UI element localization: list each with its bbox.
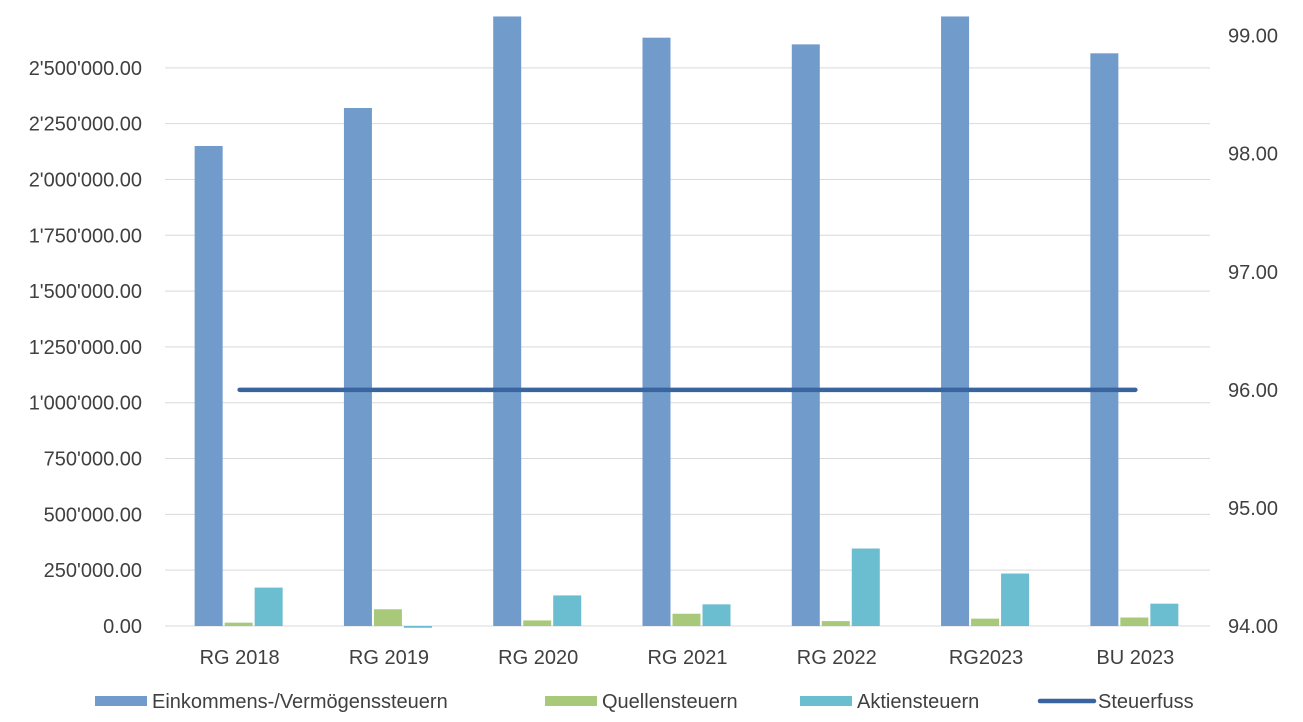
bar-0-0 [194, 145, 223, 627]
bar-0-6 [1090, 53, 1119, 626]
y-tick-label: 250'000.00 [44, 560, 142, 582]
bar-2-2 [553, 595, 582, 626]
y-tick-label: 750'000.00 [44, 449, 142, 471]
bar-2-0 [254, 587, 283, 626]
legend-label: Steuerfuss [1098, 691, 1194, 713]
y-tick-label: 1'250'000.00 [29, 337, 142, 359]
bar-2-4 [851, 548, 880, 626]
x-tick-label: RG 2019 [349, 647, 429, 669]
y-tick-label: 2'250'000.00 [29, 114, 142, 136]
bar-2-3 [702, 604, 731, 626]
y2-tick-label: 95.00 [1228, 498, 1278, 520]
legend-swatch [95, 696, 147, 706]
y-tick-label: 0.00 [103, 616, 142, 638]
x-tick-label: RG 2022 [797, 647, 877, 669]
bar-0-5 [941, 16, 970, 626]
x-tick-label: BU 2023 [1096, 647, 1174, 669]
bar-1-0 [224, 622, 253, 626]
bar-0-3 [642, 37, 671, 626]
y2-tick-label: 99.00 [1228, 26, 1278, 48]
legend-label: Aktiensteuern [857, 691, 979, 713]
x-tick-label: RG 2021 [647, 647, 727, 669]
gridlines [165, 67, 1210, 627]
legend-swatch [545, 696, 597, 706]
y-axis-right-ticks: 94.00 95.00 96.00 97.00 98.00 99.00 [1228, 26, 1278, 638]
x-tick-label: RG2023 [949, 647, 1024, 669]
y2-tick-label: 97.00 [1228, 262, 1278, 284]
y2-tick-label: 98.00 [1228, 144, 1278, 166]
y-axis-left-ticks: 0.00 250'000.00 500'000.00 750'000.00 1'000'… [29, 58, 142, 638]
bars [194, 16, 1179, 628]
x-tick-label: RG 2018 [200, 647, 280, 669]
y-tick-label: 2'000'000.00 [29, 169, 142, 191]
bar-2-5 [1001, 573, 1030, 626]
bar-1-6 [1120, 617, 1149, 626]
y2-tick-label: 94.00 [1228, 616, 1278, 638]
y-tick-label: 1'000'000.00 [29, 393, 142, 415]
bar-1-1 [373, 609, 402, 626]
bar-0-1 [343, 108, 372, 627]
bar-1-5 [971, 618, 1000, 626]
y-tick-label: 1'500'000.00 [29, 281, 142, 303]
bar-0-2 [493, 16, 522, 626]
bar-2-1 [403, 626, 432, 628]
legend-label: Quellensteuern [602, 691, 738, 713]
y-tick-label: 1'750'000.00 [29, 225, 142, 247]
legend-label: Einkommens-/Vermögenssteuern [152, 691, 448, 713]
bar-1-2 [523, 620, 552, 626]
y-tick-label: 2'500'000.00 [29, 58, 142, 80]
legend: Einkommens-/Vermögenssteuern Quellensteue… [95, 691, 1194, 713]
x-axis-ticks: RG 2018 RG 2019 RG 2020 RG 2021 RG 2022 RG202… [200, 647, 1175, 669]
y-tick-label: 500'000.00 [44, 504, 142, 526]
bar-1-4 [821, 621, 850, 626]
bar-2-6 [1150, 603, 1179, 626]
x-tick-label: RG 2020 [498, 647, 578, 669]
bar-0-4 [791, 44, 820, 626]
y2-tick-label: 96.00 [1228, 380, 1278, 402]
bar-1-3 [672, 613, 701, 626]
legend-swatch [800, 696, 852, 706]
